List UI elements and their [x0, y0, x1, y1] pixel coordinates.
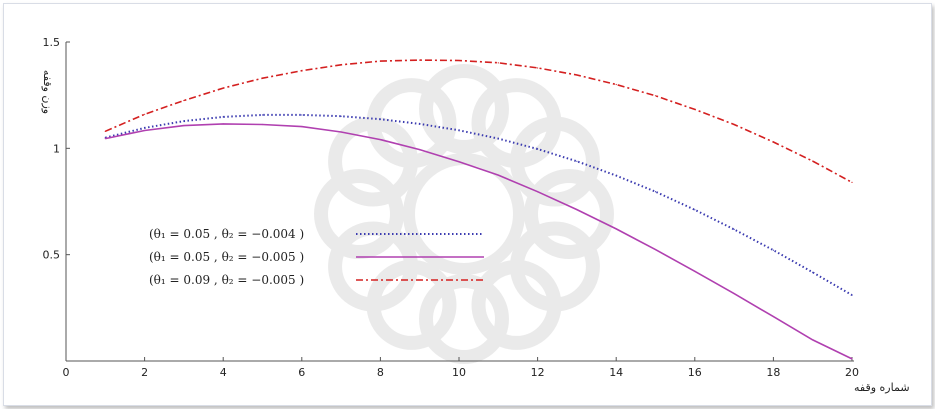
data-point	[144, 113, 146, 115]
data-point	[379, 139, 381, 141]
data-point	[576, 208, 578, 211]
data-point	[222, 87, 224, 89]
legend-label: (θ₁ = 0.09 , θ₂ = −0.005 )	[149, 273, 304, 287]
data-point	[576, 160, 578, 162]
data-point	[615, 83, 617, 86]
data-point	[537, 148, 539, 150]
data-point	[144, 127, 146, 129]
data-point	[812, 271, 814, 273]
data-point	[733, 292, 735, 295]
x-tick-label: 14	[609, 366, 623, 379]
x-tick-label: 6	[298, 366, 305, 379]
data-point	[851, 358, 853, 360]
y-axis-ticks: 0.5 1 1.5	[43, 36, 70, 262]
data-point	[615, 228, 617, 230]
data-point	[851, 294, 853, 296]
legend: (θ₁ = 0.05 , θ₂ = −0.004 ) (θ₁ = 0.05 , θ…	[149, 227, 484, 287]
data-point	[497, 174, 499, 176]
legend-label: (θ₁ = 0.05 , θ₂ = −0.004 )	[149, 227, 304, 241]
data-point	[340, 64, 342, 66]
x-tick-label: 2	[141, 366, 148, 379]
data-point	[301, 70, 303, 72]
data-point	[458, 59, 460, 62]
series-2	[104, 123, 853, 360]
data-point	[379, 118, 381, 120]
data-point	[261, 114, 264, 116]
series-1	[104, 113, 853, 296]
data-point	[301, 126, 303, 128]
data-point	[340, 131, 342, 133]
series-line	[105, 113, 853, 296]
data-point	[458, 129, 460, 131]
data-point	[144, 129, 146, 132]
data-point	[183, 120, 185, 122]
data-point	[104, 130, 106, 132]
data-point	[694, 209, 696, 211]
data-point	[615, 174, 617, 177]
y-tick-label: 0.5	[43, 249, 61, 262]
series-line	[105, 123, 853, 360]
data-point	[261, 77, 264, 79]
data-point	[772, 141, 775, 143]
x-tick-label: 8	[377, 366, 384, 379]
line-chart: 0 2 4 6 8 10 12 14 16 18 20 0.5 1 1.5 شماره وقفه وزن…	[41, 36, 910, 394]
data-point	[772, 315, 775, 318]
data-point	[419, 149, 421, 151]
data-point	[851, 181, 853, 183]
data-point	[733, 228, 735, 230]
chart-frame: 0 2 4 6 8 10 12 14 16 18 20 0.5 1 1.5 شماره وقفه وزن…	[3, 3, 932, 406]
data-point	[733, 123, 735, 126]
data-point	[694, 108, 696, 111]
data-point	[497, 62, 499, 64]
y-tick-label: 1.5	[43, 36, 61, 49]
y-axis-label: وزن وقفه	[41, 70, 54, 114]
x-tick-label: 10	[452, 366, 466, 379]
data-point	[537, 191, 539, 193]
legend-label: (θ₁ = 0.05 , θ₂ = −0.005 )	[149, 250, 304, 264]
data-point	[654, 191, 657, 193]
series-line	[104, 59, 853, 184]
x-tick-label: 0	[63, 366, 70, 379]
x-axis-ticks: 0 2 4 6 8 10 12 14 16 18 20	[63, 357, 859, 379]
data-point	[812, 339, 814, 341]
data-point	[654, 95, 657, 97]
data-point	[104, 137, 106, 140]
data-point	[419, 59, 421, 61]
data-point	[654, 248, 657, 251]
x-tick-label: 16	[688, 366, 702, 379]
university-logo-watermark	[314, 64, 614, 364]
x-tick-label: 4	[220, 366, 227, 379]
data-point	[183, 99, 185, 102]
data-point	[419, 123, 421, 125]
data-point	[222, 123, 224, 125]
y-tick-label: 1	[53, 142, 60, 155]
data-point	[694, 270, 696, 272]
data-point	[497, 137, 499, 140]
data-point	[576, 74, 578, 76]
data-point	[261, 123, 264, 126]
data-point	[183, 124, 185, 127]
x-tick-label: 18	[766, 366, 780, 379]
data-point	[379, 60, 381, 62]
data-point	[301, 114, 303, 116]
series-3	[104, 59, 853, 184]
data-point	[222, 116, 224, 118]
x-tick-label: 12	[531, 366, 545, 379]
data-point	[537, 67, 539, 69]
x-axis-label: شماره وقفه	[854, 381, 910, 394]
x-tick-label: 20	[845, 366, 859, 379]
data-point	[772, 249, 775, 251]
data-point	[458, 161, 460, 163]
data-point	[812, 160, 814, 162]
data-point	[340, 115, 342, 117]
series-layer	[104, 59, 853, 360]
